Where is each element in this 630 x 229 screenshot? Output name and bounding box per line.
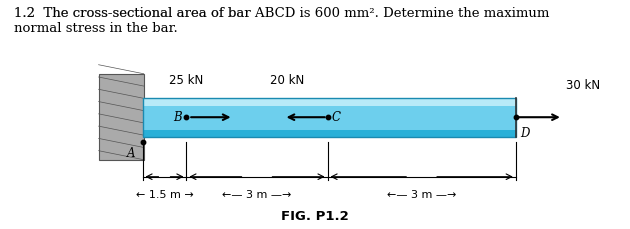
Text: 25 kN: 25 kN xyxy=(169,74,203,87)
Text: 20 kN: 20 kN xyxy=(270,74,304,87)
Text: 30 kN: 30 kN xyxy=(566,79,600,92)
Bar xyxy=(142,106,516,130)
Text: B: B xyxy=(173,111,182,124)
Text: 1.2  The cross-sectional area of bar: 1.2 The cross-sectional area of bar xyxy=(14,7,255,20)
Text: A: A xyxy=(127,147,135,160)
Text: 1.2  The cross-sectional area of bar: 1.2 The cross-sectional area of bar xyxy=(14,7,255,20)
Text: FIG. P1.2: FIG. P1.2 xyxy=(281,210,349,223)
Bar xyxy=(142,130,516,137)
Text: ←— 3 m —→: ←— 3 m —→ xyxy=(387,190,456,200)
Text: 1.2  The cross-sectional area of bar ABCD is 600 mm². Determine the maximum
norm: 1.2 The cross-sectional area of bar ABCD… xyxy=(14,7,549,35)
Text: C: C xyxy=(332,111,341,124)
Bar xyxy=(142,98,516,137)
Text: D: D xyxy=(520,127,529,140)
Text: ← 1.5 m →: ← 1.5 m → xyxy=(135,190,193,200)
Bar xyxy=(142,98,516,106)
Text: ←— 3 m —→: ←— 3 m —→ xyxy=(222,190,292,200)
Bar xyxy=(99,74,144,160)
